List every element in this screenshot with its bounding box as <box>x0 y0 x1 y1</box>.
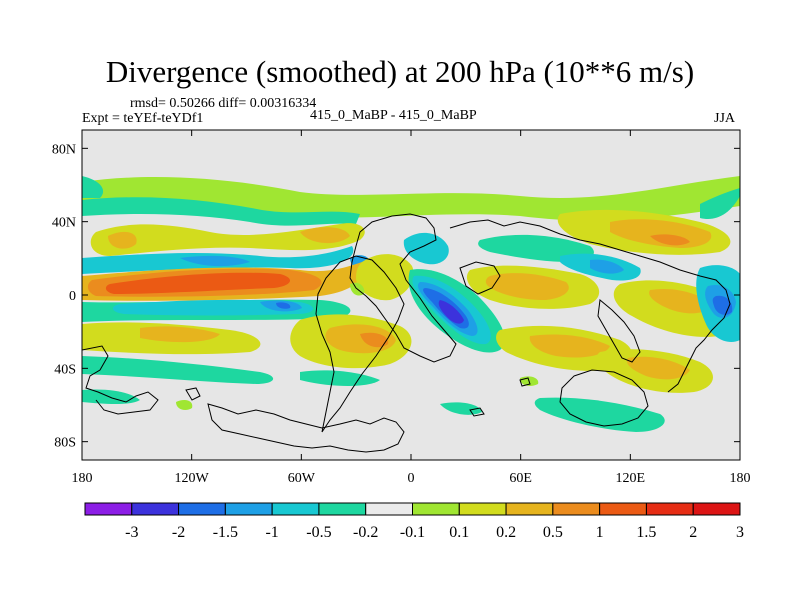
colorbar-label: -0.2 <box>353 524 378 541</box>
colorbar-label: 3 <box>736 524 744 541</box>
negative-region <box>82 197 360 226</box>
negative-region <box>300 370 380 386</box>
axis-ticks: 180 120W 60W 0 60E 120E 180 80N 40N 0 40S 80S <box>52 130 751 486</box>
arabia-outline <box>459 261 501 295</box>
colorbar-swatch <box>318 502 367 516</box>
y-tick-label: 40N <box>52 216 76 231</box>
colorbar-swatch <box>458 502 507 516</box>
asia-outline <box>449 219 731 393</box>
colorbar-swatch <box>645 502 694 516</box>
x-tick-label: 120E <box>616 471 646 486</box>
x-tick-label: 60E <box>509 471 532 486</box>
colorbar-label: 2 <box>689 524 697 541</box>
x-tick-label: 120W <box>175 471 210 486</box>
y-tick-label: 80N <box>52 142 76 157</box>
colorbar-label: -0.5 <box>306 524 331 541</box>
positive-region <box>108 231 137 249</box>
positive-region <box>140 326 220 343</box>
southeast-asia-outline <box>597 299 641 363</box>
colorbar-swatch <box>412 502 460 516</box>
positive-region <box>485 273 569 300</box>
colorbar-swatch <box>505 502 554 516</box>
positive-region <box>356 254 414 301</box>
negative-region <box>700 188 740 220</box>
negative-region <box>534 397 665 432</box>
colorbar-swatch <box>84 502 133 516</box>
x-tick-label: 60W <box>288 471 316 486</box>
colorbar-label: -2 <box>172 524 185 541</box>
island-outline <box>185 387 201 401</box>
positive-region <box>105 272 291 294</box>
positive-region <box>626 356 690 380</box>
colorbar-swatch <box>552 502 601 516</box>
negative-region <box>403 232 449 265</box>
north-america-outline <box>82 345 159 415</box>
season-label: JJA <box>714 111 736 126</box>
colorbar-swatch <box>224 502 273 516</box>
colorbar-label: 0.5 <box>543 524 563 541</box>
island-outline <box>519 377 531 387</box>
negative-region <box>438 300 464 324</box>
y-tick-label: 80S <box>54 436 76 451</box>
colorbar-swatch <box>365 502 414 516</box>
chart-title: Divergence (smoothed) at 200 hPa (10**6 … <box>105 54 695 89</box>
experiment-label: Expt = teYEf-teYDf1 <box>82 111 204 126</box>
continent-outlines <box>82 213 731 453</box>
colorbar-label: 1.5 <box>636 524 656 541</box>
colorbar-swatch <box>131 502 180 516</box>
colorbar-label: -3 <box>125 524 138 541</box>
colorbar-swatch <box>271 502 320 516</box>
stats-label: rmsd= 0.50266 diff= 0.00316334 <box>130 96 317 111</box>
south-america-outline <box>315 255 405 433</box>
center-label: 415_0_MaBP - 415_0_MaBP <box>310 108 477 123</box>
positive-region <box>529 334 610 358</box>
y-tick-label: 0 <box>69 289 76 304</box>
x-tick-label: 180 <box>730 471 751 486</box>
colorbar-swatch <box>692 502 741 516</box>
africa-outline <box>349 213 457 363</box>
colorbar-label: 1 <box>596 524 604 541</box>
divergence-field <box>82 130 740 460</box>
negative-region <box>180 255 250 267</box>
x-tick-label: 180 <box>72 471 93 486</box>
colorbar-label: 0.1 <box>449 524 469 541</box>
colorbar: -3 -2 -1.5 -1 -0.5 -0.2 -0.1 0.1 0.2 0.5 1 1.5 2 3 <box>84 502 744 541</box>
positive-region <box>90 223 365 256</box>
colorbar-label: -1 <box>265 524 278 541</box>
positive-region <box>176 400 193 410</box>
negative-region <box>82 356 274 384</box>
island-outline <box>469 407 485 417</box>
x-tick-label: 0 <box>408 471 415 486</box>
colorbar-label: -0.1 <box>400 524 425 541</box>
positive-region <box>360 332 389 348</box>
antarctica-outline <box>207 403 405 453</box>
colorbar-swatch <box>178 502 226 516</box>
negative-region <box>82 176 104 198</box>
colorbar-swatch <box>599 502 647 516</box>
positive-region <box>650 234 690 246</box>
negative-region <box>590 259 624 274</box>
australia-outline <box>559 369 649 427</box>
negative-region <box>276 302 291 309</box>
positive-region <box>300 227 350 244</box>
colorbar-label: 0.2 <box>496 524 516 541</box>
y-tick-label: 40S <box>54 362 76 377</box>
colorbar-label: -1.5 <box>213 524 238 541</box>
positive-region <box>649 288 712 314</box>
